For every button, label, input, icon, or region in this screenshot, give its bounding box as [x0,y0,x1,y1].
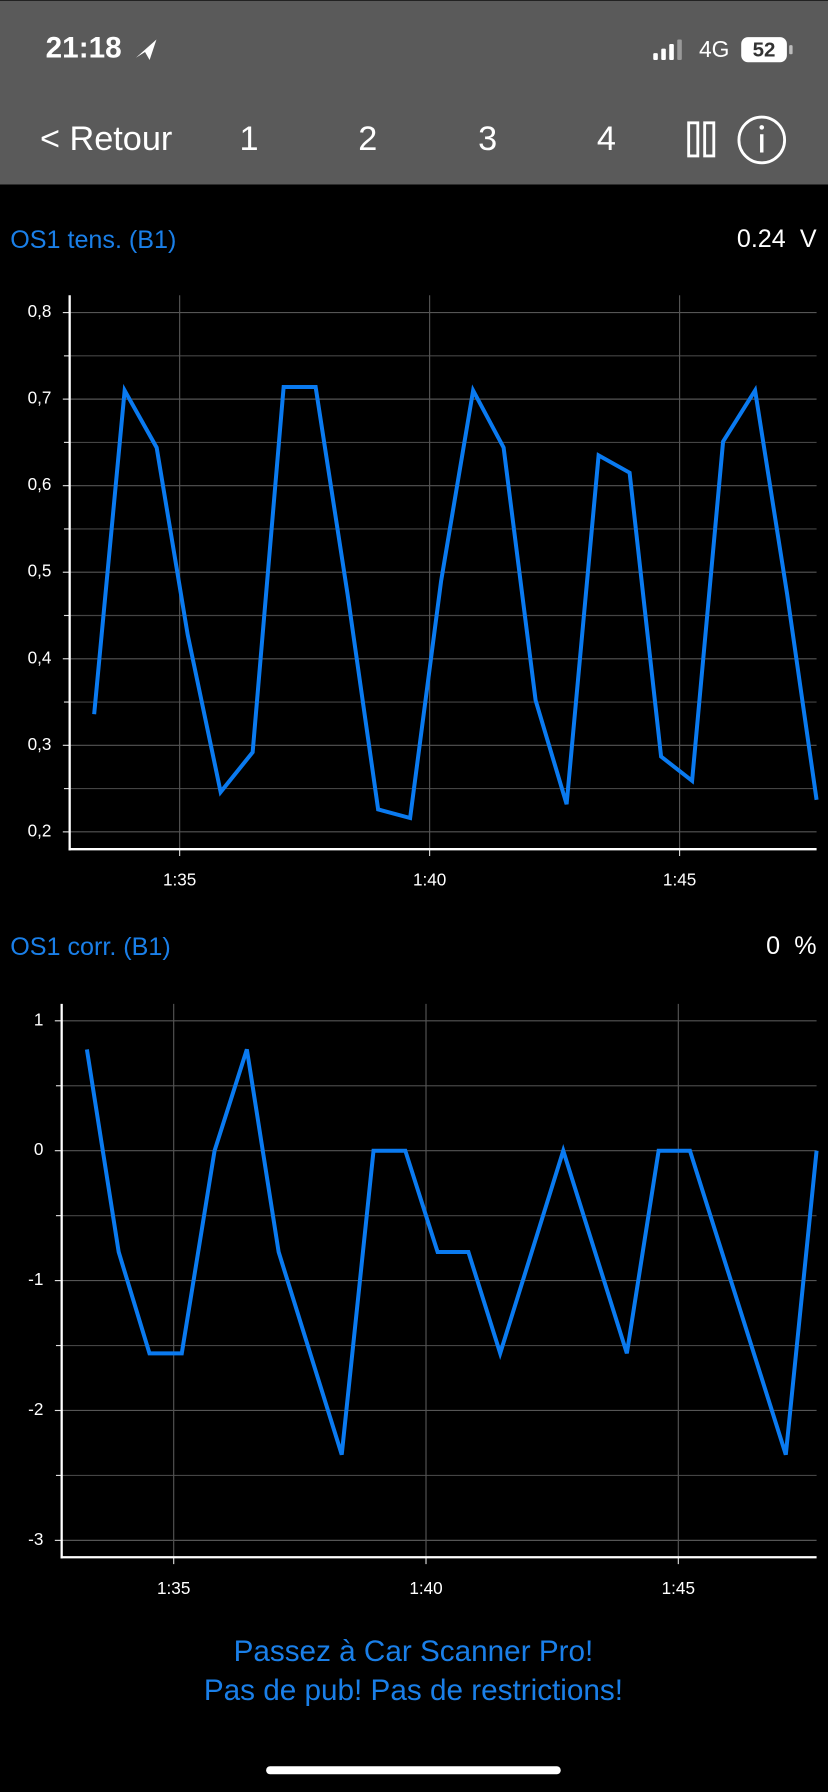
info-button[interactable] [737,115,787,165]
current-value: 0.24 [737,225,786,253]
home-indicator [266,1766,561,1775]
tab[interactable]: 2 [358,120,377,158]
pause-button[interactable] [687,121,716,158]
tab[interactable]: 4 [597,120,616,158]
x-tick-label: 1:45 [663,870,696,890]
battery-tip [789,45,793,55]
battery-level: 52 [753,38,776,61]
y-tick-label: 0 [34,1139,44,1159]
y-tick-label: 0,3 [28,734,52,754]
x-tick-label: 1:35 [163,870,196,890]
y-tick-label: 1 [34,1009,44,1029]
data-line [92,383,819,821]
status-time: 21:18 [46,32,122,65]
x-tick-label: 1:45 [662,1578,695,1598]
x-tick-label: 1:40 [413,870,446,890]
unit: % [794,932,816,960]
promo-text[interactable]: Passez à Car Scanner Pro! [234,1635,594,1668]
signal-icon [653,39,682,61]
x-tick-label: 1:35 [157,1578,190,1598]
x-tick-label: 1:40 [409,1578,442,1598]
y-tick-label: 0,8 [28,301,52,321]
unit: V [800,225,817,253]
location-icon [135,39,157,61]
y-tick-label: 0,4 [28,647,52,667]
network-label: 4G [699,36,729,62]
current-value: 0 [766,932,780,960]
tab[interactable]: 3 [478,120,497,158]
battery-icon [741,37,787,63]
y-tick-label: 0,5 [28,561,52,581]
y-tick-label: 0,6 [28,474,52,494]
chart-title: OS1 tens. (B1) [10,226,176,254]
y-tick-label: -3 [28,1529,43,1549]
tab[interactable]: 1 [239,120,258,158]
y-tick-label: 0,2 [28,820,52,840]
y-tick-label: 0,7 [28,388,52,408]
y-tick-label: -2 [28,1399,43,1419]
data-line [84,1048,819,1456]
back-button[interactable]: < Retour [40,120,172,158]
y-tick-label: -1 [28,1269,43,1289]
chart-title: OS1 corr. (B1) [10,933,170,961]
promo-text[interactable]: Pas de pub! Pas de restrictions! [204,1674,623,1707]
